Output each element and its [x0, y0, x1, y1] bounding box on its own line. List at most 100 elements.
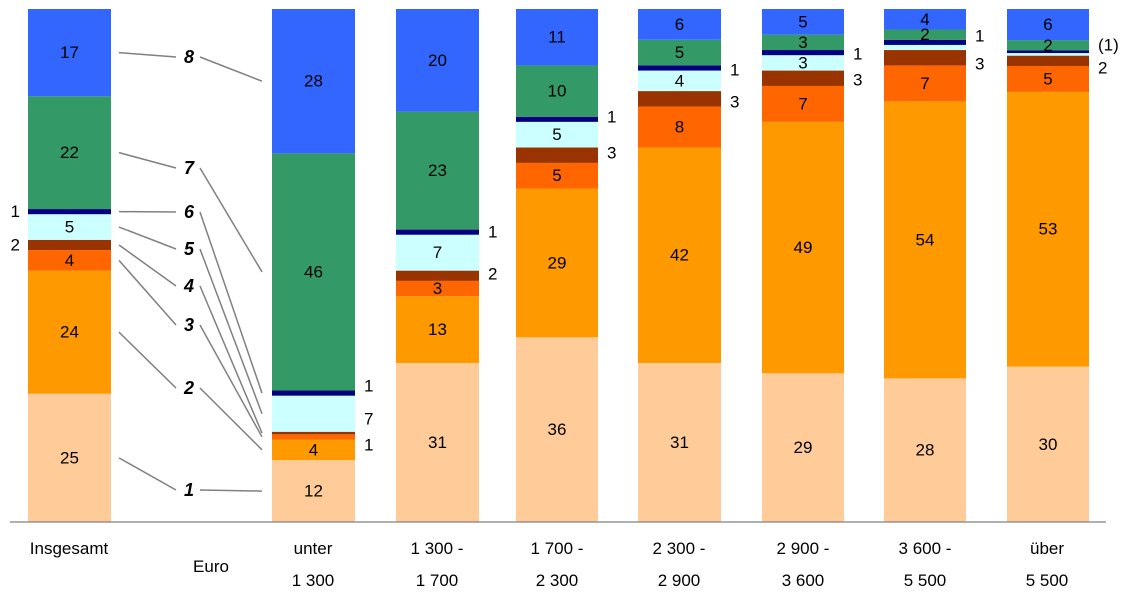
bar-segment-2900-3600-s4	[762, 70, 844, 86]
legend-connector-left-s8	[118, 51, 177, 58]
data-label-insgesamt-s7: 22	[60, 143, 79, 162]
bar-segment-ueber-5500-s5	[1007, 53, 1089, 56]
bar-segment-ueber-5500-s2	[1007, 91, 1089, 367]
bar-segment-2300-2900-s7	[638, 39, 721, 66]
data-label-insgesamt-s2: 24	[60, 323, 79, 342]
data-label-1300-1700-s3: 3	[433, 279, 442, 298]
bar-segment-unter-1300-s6	[272, 390, 355, 396]
bar-segment-ueber-5500-s1	[1007, 366, 1089, 522]
data-label-2900-3600-s5: 3	[798, 53, 807, 72]
bar-segment-3600-5500-s3	[884, 65, 966, 102]
bar-segment-1300-1700-s7	[396, 111, 479, 230]
legend-connector-right-s7	[199, 167, 263, 273]
data-label-3600-5500-s6: 1	[975, 27, 984, 46]
bar-segment-1700-2300-s5	[516, 121, 598, 148]
data-label-1700-2300-s2: 29	[548, 253, 567, 272]
bar-segment-2300-2900-s5	[638, 70, 721, 92]
bar-segment-2900-3600-s8	[762, 9, 844, 35]
legend-connector-left-s7	[118, 151, 177, 169]
data-label-unter-1300-s3: 1	[364, 436, 373, 455]
data-label-3600-5500-s3: 7	[920, 74, 929, 93]
data-label-ueber-5500-s6: (1)	[1098, 36, 1119, 55]
legend-entry-5: 5	[184, 239, 195, 259]
data-label-2900-3600-s6: 1	[853, 45, 862, 64]
category-label-ueber-5500: über 5 500	[1026, 539, 1069, 590]
legend-connector-right-s6	[199, 211, 263, 394]
data-label-ueber-5500-s7: 2	[1043, 36, 1052, 55]
data-label-insgesamt-s1: 25	[60, 448, 79, 467]
legend-connector-right-s3	[199, 324, 263, 438]
bar-segment-unter-1300-s7	[272, 153, 355, 391]
data-label-2900-3600-s7: 3	[798, 33, 807, 52]
bar-segment-1300-1700-s1	[396, 362, 479, 522]
bar-segment-1300-1700-s8	[396, 9, 479, 112]
bar-segment-insgesamt-s8	[28, 9, 111, 97]
legend-entry-6: 6	[184, 202, 195, 222]
data-label-1300-1700-s6: 1	[488, 223, 497, 242]
bar-segment-2900-3600-s3	[762, 85, 844, 122]
legend-connector-left-s4	[118, 244, 177, 287]
data-label-3600-5500-s4: 3	[975, 55, 984, 74]
data-label-3600-5500-s8: 4	[920, 10, 929, 29]
bar-segment-1300-1700-s5	[396, 234, 479, 271]
bar-segment-insgesamt-s7	[28, 96, 111, 210]
bar-segment-insgesamt-s1	[28, 393, 111, 522]
legend-connector-right-s5	[199, 248, 263, 414]
data-label-unter-1300-s1: 12	[304, 482, 323, 501]
data-label-1700-2300-s5: 5	[552, 125, 561, 144]
data-label-2300-2900-s5: 4	[675, 71, 684, 90]
bar-segment-insgesamt-s6	[28, 209, 111, 215]
category-label-1700-2300: 1 700 -2 300	[531, 539, 584, 590]
legend-connector-right-s4	[199, 285, 263, 434]
bar-segment-1300-1700-s4	[396, 270, 479, 281]
category-label-2300-2900: 2 300 -2 900	[653, 539, 706, 590]
bar-segment-insgesamt-s2	[28, 270, 111, 394]
bar-segment-1700-2300-s2	[516, 188, 598, 338]
data-label-1700-2300-s1: 36	[548, 420, 567, 439]
category-labels-layer: Insgesamt unter 1 300 1 300 -1 700 1 700 -2 …	[30, 539, 1068, 590]
bar-segment-1300-1700-s6	[396, 229, 479, 235]
bar-segment-1700-2300-s3	[516, 162, 598, 189]
category-label-insgesamt: Insgesamt	[30, 539, 109, 558]
data-label-2900-3600-s3: 7	[798, 94, 807, 113]
data-label-insgesamt-s8: 17	[60, 43, 79, 62]
bar-segment-2300-2900-s2	[638, 147, 721, 363]
category-label-3600-5500: 3 600 -5 500	[899, 539, 952, 590]
bar-segment-insgesamt-s3	[28, 250, 111, 271]
data-label-2900-3600-s8: 5	[798, 12, 807, 31]
bar-segment-2300-2900-s6	[638, 65, 721, 71]
legend-connector-left-s1	[118, 457, 177, 491]
bar-segment-1700-2300-s1	[516, 337, 598, 522]
bar-segment-ueber-5500-s4	[1007, 55, 1089, 66]
data-label-ueber-5500-s2: 53	[1039, 220, 1058, 239]
unit-label: Euro	[193, 557, 229, 576]
data-label-2900-3600-s2: 49	[794, 238, 813, 257]
data-label-2300-2900-s7: 5	[675, 43, 684, 62]
data-label-ueber-5500-s8: 6	[1043, 15, 1052, 34]
data-label-2300-2900-s1: 31	[670, 433, 689, 452]
data-label-unter-1300-s8: 28	[304, 72, 323, 91]
bar-segment-2900-3600-s6	[762, 50, 844, 56]
bar-segment-unter-1300-s2	[272, 439, 355, 461]
data-label-2900-3600-s4: 3	[853, 71, 862, 90]
legend-connector-left-s5	[118, 226, 177, 250]
bars-layer	[28, 9, 1089, 522]
bar-segment-3600-5500-s8	[884, 9, 966, 30]
bar-segment-1700-2300-s6	[516, 116, 598, 122]
data-label-insgesamt-s3: 4	[65, 251, 74, 270]
bar-segment-ueber-5500-s6	[1007, 50, 1089, 54]
bar-segment-2900-3600-s1	[762, 373, 844, 522]
data-label-2300-2900-s2: 42	[670, 246, 689, 265]
bar-segment-unter-1300-s5	[272, 395, 355, 432]
legend-connector-right-s8	[199, 56, 263, 82]
bar-segment-2900-3600-s7	[762, 34, 844, 51]
data-label-insgesamt-s5: 5	[65, 218, 74, 237]
bar-segment-2300-2900-s4	[638, 91, 721, 107]
bar-segment-unter-1300-s4	[272, 431, 355, 435]
bar-segment-2300-2900-s3	[638, 106, 721, 148]
data-label-1700-2300-s7: 10	[548, 82, 567, 101]
bar-segment-2300-2900-s8	[638, 9, 721, 40]
data-label-1300-1700-s2: 13	[428, 320, 447, 339]
category-label-2900-3600: 2 900 -3 600	[777, 539, 830, 590]
